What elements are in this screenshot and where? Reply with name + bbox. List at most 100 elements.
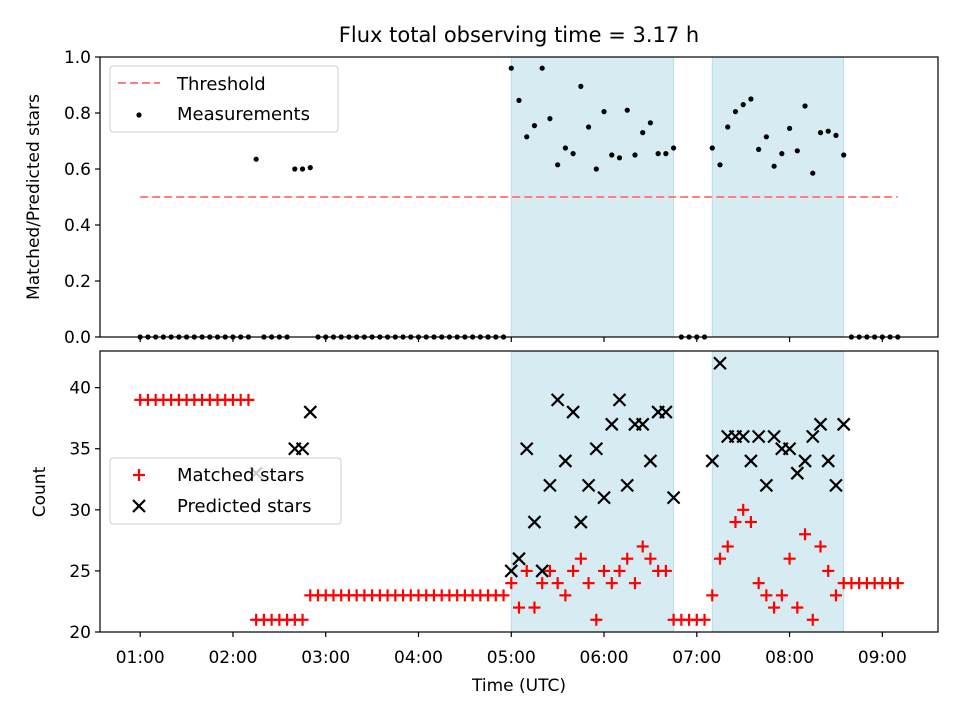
bottom-x-axis: 01:00 02:00 03:00 04:00 05:00 06:00 07:00 08:00… bbox=[116, 632, 907, 668]
matched-star-point bbox=[613, 564, 626, 577]
predicted-star-point bbox=[620, 478, 635, 493]
x-tick-label: 02:00 bbox=[208, 648, 257, 668]
predicted-star-point bbox=[604, 417, 619, 432]
matched-star-point bbox=[806, 613, 819, 626]
measurement-point bbox=[748, 96, 754, 102]
measurement-point bbox=[253, 156, 259, 162]
measurement-point bbox=[841, 152, 847, 158]
predicted-star-point bbox=[527, 515, 542, 529]
matched-star-point bbox=[791, 601, 804, 614]
measurement-point bbox=[825, 128, 831, 134]
measurement-point bbox=[609, 152, 615, 158]
measurement-point bbox=[794, 148, 800, 154]
top-y-tick-label: 0.0 bbox=[64, 328, 91, 348]
measurement-point bbox=[292, 166, 298, 172]
count-points bbox=[134, 356, 904, 626]
matched-star-point bbox=[296, 613, 309, 626]
measurement-point bbox=[817, 130, 824, 136]
matched-star-point bbox=[497, 589, 510, 602]
predicted-star-point bbox=[589, 441, 604, 456]
matched-star-point bbox=[505, 577, 518, 590]
measurement-point bbox=[810, 170, 816, 176]
predicted-star-point bbox=[574, 515, 588, 529]
x-tick-label: 04:00 bbox=[394, 648, 443, 668]
matched-star-point bbox=[891, 577, 904, 590]
predicted-star-point bbox=[659, 405, 673, 419]
matched-legend-swatch bbox=[133, 469, 145, 481]
matched-star-point bbox=[551, 577, 564, 590]
bottom-y-tick-label: 40 bbox=[69, 379, 91, 399]
predicted-legend-swatch bbox=[132, 499, 146, 513]
predicted-star-point bbox=[295, 441, 310, 456]
predicted-star-point bbox=[767, 429, 781, 444]
matched-star-point bbox=[636, 540, 649, 553]
measurement-point bbox=[578, 83, 584, 89]
matched-star-point bbox=[543, 564, 556, 577]
matched-legend-label: Matched stars bbox=[177, 465, 304, 486]
matched-star-point bbox=[582, 577, 595, 590]
matched-star-point bbox=[814, 540, 827, 553]
predicted-star-point bbox=[744, 454, 758, 468]
matched-star-point bbox=[768, 601, 781, 614]
shaded-interval bbox=[711, 350, 845, 633]
measurement-point bbox=[307, 165, 313, 171]
matched-star-point bbox=[598, 564, 611, 577]
measurement-point bbox=[771, 163, 777, 169]
x-tick-label: 05:00 bbox=[487, 648, 536, 668]
predicted-star-point bbox=[790, 466, 805, 480]
predicted-star-point bbox=[643, 454, 658, 468]
matched-star-point bbox=[605, 577, 618, 590]
x-tick-label: 07:00 bbox=[672, 648, 721, 668]
measurement-point bbox=[555, 162, 561, 168]
matched-star-point bbox=[536, 577, 549, 590]
matched-star-point bbox=[513, 601, 525, 614]
measurement-point bbox=[562, 145, 568, 151]
bottom-y-axis: 20 25 30 35 40 bbox=[69, 379, 100, 643]
bottom-y-tick-label: 20 bbox=[69, 623, 91, 643]
matched-star-point bbox=[729, 516, 742, 529]
predicted-star-point bbox=[666, 490, 681, 505]
x-tick-label: 03:00 bbox=[301, 648, 350, 668]
matched-star-point bbox=[644, 552, 657, 565]
measurement-point bbox=[779, 151, 785, 157]
matched-star-point bbox=[659, 564, 672, 577]
matched-star-point bbox=[822, 564, 835, 577]
measurement-point bbox=[725, 124, 731, 130]
measurement-point bbox=[833, 132, 839, 138]
measurement-point bbox=[717, 162, 723, 168]
top-plot-frame bbox=[99, 56, 939, 338]
matched-star-point bbox=[706, 589, 719, 602]
bottom-y-axis-label: Count bbox=[30, 466, 50, 517]
top-legend: Threshold Measurements bbox=[109, 65, 339, 133]
top-legend-box bbox=[109, 65, 339, 133]
bottom-y-tick-label: 35 bbox=[69, 440, 91, 460]
chart-title: Flux total observing time = 3.17 h bbox=[339, 23, 699, 47]
measurement-point bbox=[585, 124, 592, 130]
shaded-interval bbox=[510, 350, 675, 633]
predicted-star-point bbox=[705, 454, 720, 468]
measurement-point bbox=[786, 125, 793, 131]
predicted-star-point bbox=[612, 393, 627, 407]
measurement-point bbox=[593, 166, 599, 172]
x-tick-label: 08:00 bbox=[765, 648, 814, 668]
predicted-star-point bbox=[512, 551, 526, 566]
matched-star-point bbox=[799, 528, 812, 541]
measurement-point bbox=[524, 134, 530, 140]
matched-star-point bbox=[752, 577, 765, 590]
predicted-legend-label: Predicted stars bbox=[177, 496, 311, 517]
matched-star-point bbox=[242, 393, 255, 406]
measurement-point bbox=[671, 145, 677, 151]
measurement-point bbox=[655, 151, 661, 157]
predicted-star-point bbox=[597, 490, 611, 505]
predicted-star-point bbox=[303, 405, 318, 419]
predicted-star-point bbox=[519, 441, 534, 456]
matched-star-point bbox=[574, 552, 587, 565]
predicted-star-point bbox=[535, 564, 549, 578]
top-y-tick-label: 0.4 bbox=[64, 216, 91, 236]
bottom-legend-box bbox=[109, 457, 342, 525]
measurement-point bbox=[539, 65, 545, 71]
matched-star-point bbox=[590, 613, 603, 626]
bottom-plot-frame bbox=[99, 350, 939, 633]
measurement-legend-label: Measurements bbox=[177, 104, 310, 125]
predicted-star-point bbox=[635, 417, 650, 432]
